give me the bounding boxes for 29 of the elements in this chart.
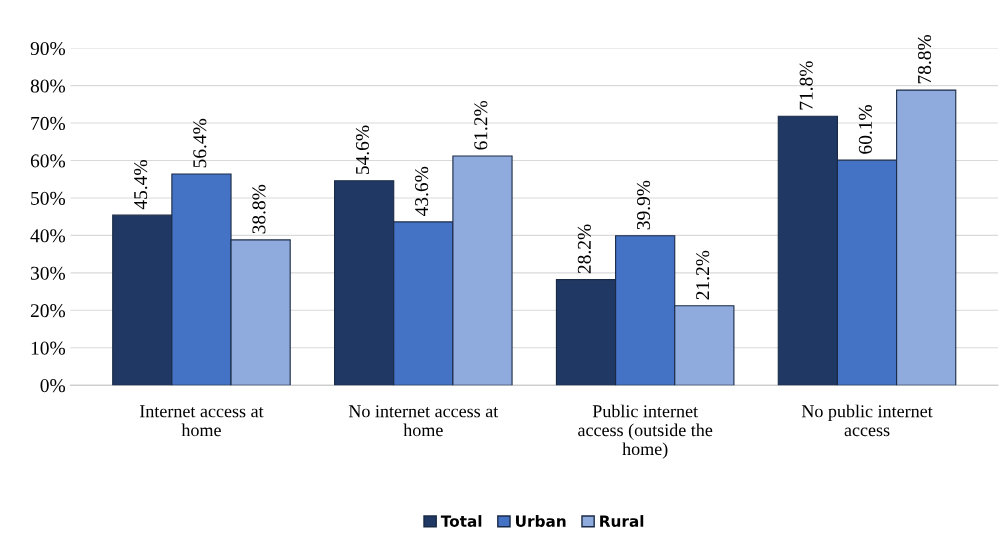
y-tick-label: 70% [31, 116, 66, 131]
data-label: 54.6% [355, 125, 370, 175]
data-label: 21.2% [696, 250, 710, 300]
legend-label: Total [440, 515, 482, 527]
y-tick-label: 40% [30, 229, 66, 243]
x-tick-label: No internet access at home [348, 405, 499, 437]
legend-label: Urban [516, 515, 566, 527]
data-label: 43.6% [415, 166, 429, 216]
x-tick-label: Public internet access (outside the home) [578, 404, 713, 459]
y-tick-label: 80% [30, 79, 66, 93]
x-tick-label: No public internet access [801, 404, 933, 437]
data-label: 61.2% [474, 100, 488, 150]
y-tick-label: 90% [30, 41, 66, 56]
data-label: 71.8% [799, 61, 813, 110]
y-tick-label: 30% [30, 266, 66, 280]
y-tick-label: 10% [31, 341, 66, 355]
legend-label: Rural [600, 515, 644, 527]
data-label: 56.4% [193, 118, 207, 168]
data-label: 60.1% [858, 105, 872, 154]
y-tick-label: 50% [31, 191, 66, 205]
y-tick-label: 20% [30, 304, 66, 318]
data-label: 45.4% [134, 160, 148, 210]
data-label: 38.8% [252, 184, 266, 234]
y-tick-label: 60% [30, 154, 66, 168]
y-tick-label: 0% [40, 379, 66, 393]
data-label: 28.2% [577, 224, 591, 274]
data-label: 39.9% [636, 180, 651, 230]
x-tick-label: Internet access at home [139, 405, 264, 437]
data-label: 78.8% [917, 34, 932, 84]
